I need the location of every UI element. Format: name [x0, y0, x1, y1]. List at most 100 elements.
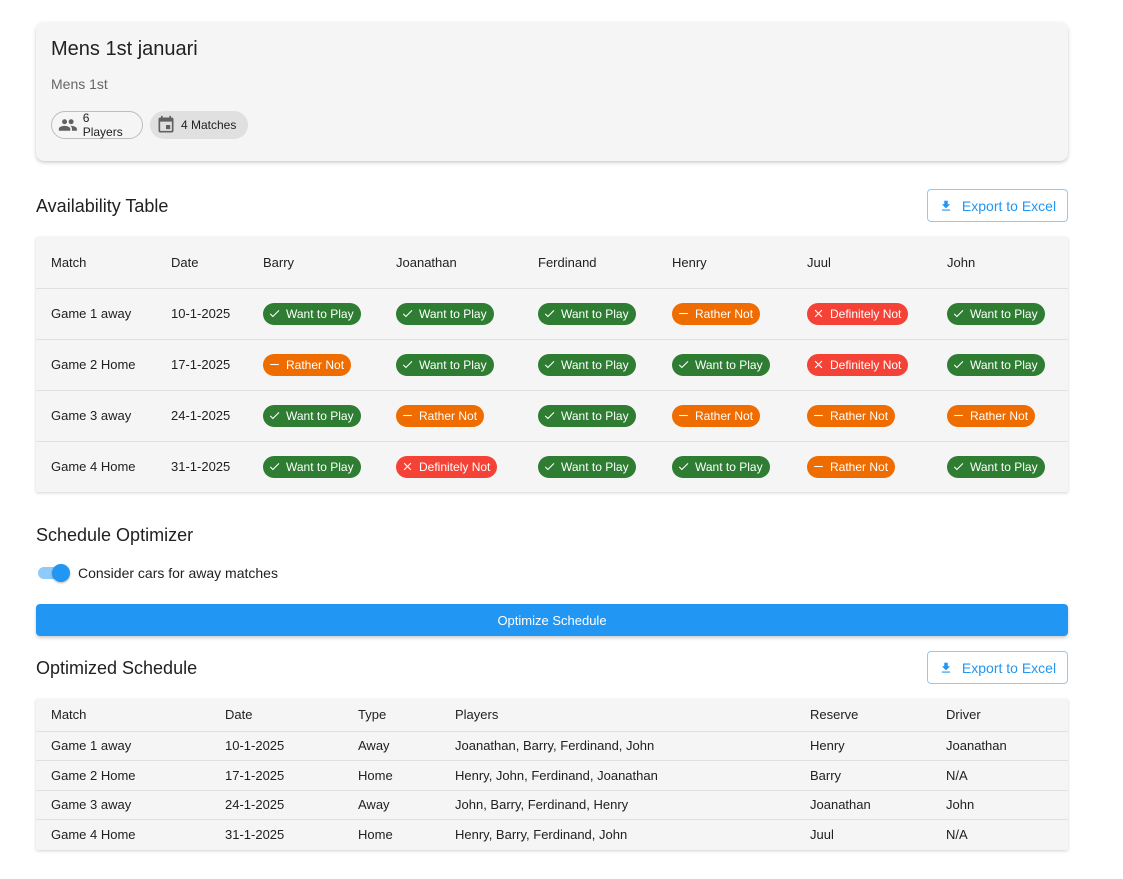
matches-chip-label: 4 Matches — [181, 118, 237, 132]
reserve-cell: Juul — [810, 827, 834, 843]
status-badge[interactable]: Want to Play — [263, 404, 361, 427]
optimize-schedule-button[interactable]: Optimize Schedule — [36, 604, 1068, 636]
date-cell: 10-1-2025 — [210, 731, 343, 762]
table-row: Game 1 away 10-1-2025 Want to Play Want to … — [36, 288, 1068, 340]
status-badge[interactable]: Rather Not — [672, 302, 761, 325]
status-badge[interactable]: Want to Play — [672, 455, 770, 478]
close-icon — [812, 358, 830, 371]
status-label: Want to Play — [561, 408, 629, 423]
table-row: Game 3 away 24-1-2025 Want to Play Rather N… — [36, 390, 1068, 442]
type-cell: Home — [358, 827, 393, 843]
availability-cell: Definitely Not — [792, 339, 932, 391]
availability-cell: Rather Not — [657, 390, 792, 442]
status-label: Want to Play — [286, 408, 354, 423]
toggle-thumb — [52, 564, 70, 582]
schedule-column-header: Date — [210, 699, 343, 732]
optimizer-title: Schedule Optimizer — [36, 525, 194, 545]
players-chip[interactable]: 6 Players — [51, 111, 143, 139]
availability-column-header: Ferdinand — [523, 237, 657, 289]
download-icon — [941, 200, 951, 211]
driver-cell: N/A — [946, 827, 968, 843]
match-cell: Game 4 Home — [51, 459, 136, 475]
status-badge[interactable]: Want to Play — [947, 353, 1045, 376]
status-label: Rather Not — [830, 459, 889, 474]
check-icon — [543, 460, 561, 473]
status-badge[interactable]: Want to Play — [672, 353, 770, 376]
status-label: Want to Play — [970, 459, 1038, 474]
availability-table: Match Date Barry Joanathan Ferdinand Henry Juu… — [36, 237, 1068, 492]
driver-cell: N/A — [931, 760, 1068, 791]
status-label: Rather Not — [970, 408, 1029, 423]
table-row: Game 2 Home 17-1-2025 Rather Not Want to Pl… — [36, 339, 1068, 391]
status-label: Want to Play — [695, 459, 763, 474]
table-row: Game 3 away 24-1-2025 Away John, Barry, Fer… — [36, 790, 1068, 821]
status-badge[interactable]: Rather Not — [947, 404, 1036, 427]
people-icon — [58, 119, 77, 131]
status-badge[interactable]: Want to Play — [538, 404, 636, 427]
status-badge[interactable]: Definitely Not — [807, 353, 909, 376]
minus-icon — [677, 307, 695, 320]
availability-title: Availability Table — [36, 196, 169, 216]
availability-column-header: Henry — [657, 237, 792, 289]
availability-cell: Want to Play — [523, 441, 657, 492]
status-badge[interactable]: Want to Play — [263, 455, 361, 478]
check-icon — [952, 358, 970, 371]
status-badge[interactable]: Rather Not — [396, 404, 485, 427]
check-icon — [543, 358, 561, 371]
status-label: Want to Play — [561, 459, 629, 474]
availability-cell: Want to Play — [523, 288, 657, 340]
matches-chip[interactable]: 4 Matches — [150, 111, 248, 139]
players-chip-label: 6 Players — [82, 111, 123, 139]
status-badge[interactable]: Want to Play — [538, 353, 636, 376]
status-label: Definitely Not — [830, 357, 902, 372]
check-icon — [268, 460, 286, 473]
minus-icon — [401, 409, 419, 422]
status-badge[interactable]: Want to Play — [396, 353, 494, 376]
availability-cell: Rather Not — [792, 441, 932, 492]
date-cell: 17-1-2025 — [156, 339, 248, 391]
status-badge[interactable]: Want to Play — [947, 455, 1045, 478]
driver-cell: Joanathan — [931, 731, 1068, 762]
team-subtitle: Mens 1st — [51, 76, 108, 92]
availability-cell: Want to Play — [523, 339, 657, 391]
check-icon — [401, 307, 419, 320]
status-badge[interactable]: Definitely Not — [396, 455, 498, 478]
status-badge[interactable]: Definitely Not — [807, 302, 909, 325]
match-cell: Game 2 Home — [36, 339, 156, 391]
status-badge[interactable]: Want to Play — [947, 302, 1045, 325]
availability-column-header: Barry — [248, 237, 381, 289]
type-cell: Away — [343, 790, 440, 821]
players-cell: Joanathan, Barry, Ferdinand, John — [440, 731, 795, 762]
check-icon — [543, 409, 561, 422]
minus-icon — [952, 409, 970, 422]
cars-toggle-label: Consider cars for away matches — [78, 565, 278, 581]
status-badge[interactable]: Want to Play — [263, 302, 361, 325]
calendar-icon — [158, 115, 174, 133]
export-availability-button[interactable]: Export to Excel — [927, 189, 1068, 222]
status-label: Want to Play — [286, 306, 354, 321]
availability-cell: Want to Play — [932, 441, 1068, 492]
players-cell: John, Barry, Ferdinand, Henry — [440, 790, 795, 821]
minus-icon — [677, 409, 695, 422]
availability-cell: Want to Play — [248, 390, 381, 442]
availability-cell: Want to Play — [657, 441, 792, 492]
table-row: Game 1 away 10-1-2025 Away Joanathan, Barry… — [36, 731, 1068, 762]
check-icon — [268, 409, 286, 422]
status-badge[interactable]: Rather Not — [807, 404, 896, 427]
status-badge[interactable]: Want to Play — [538, 455, 636, 478]
availability-column-header: Match — [36, 237, 156, 289]
reserve-cell: Henry — [795, 731, 931, 762]
status-badge[interactable]: Want to Play — [538, 302, 636, 325]
status-badge[interactable]: Want to Play — [396, 302, 494, 325]
schedule-column-header: Driver — [931, 699, 1068, 732]
status-badge[interactable]: Rather Not — [263, 353, 352, 376]
availability-cell: Want to Play — [248, 441, 381, 492]
cars-toggle[interactable] — [36, 563, 70, 583]
status-label: Want to Play — [419, 357, 487, 372]
availability-cell: Want to Play — [381, 288, 523, 340]
minus-icon — [812, 409, 830, 422]
status-badge[interactable]: Rather Not — [672, 404, 761, 427]
status-badge[interactable]: Rather Not — [807, 455, 896, 478]
export-schedule-button[interactable]: Export to Excel — [927, 651, 1068, 684]
schedule-header-row: Match Date Type Players Reserve Driver — [36, 699, 1068, 732]
